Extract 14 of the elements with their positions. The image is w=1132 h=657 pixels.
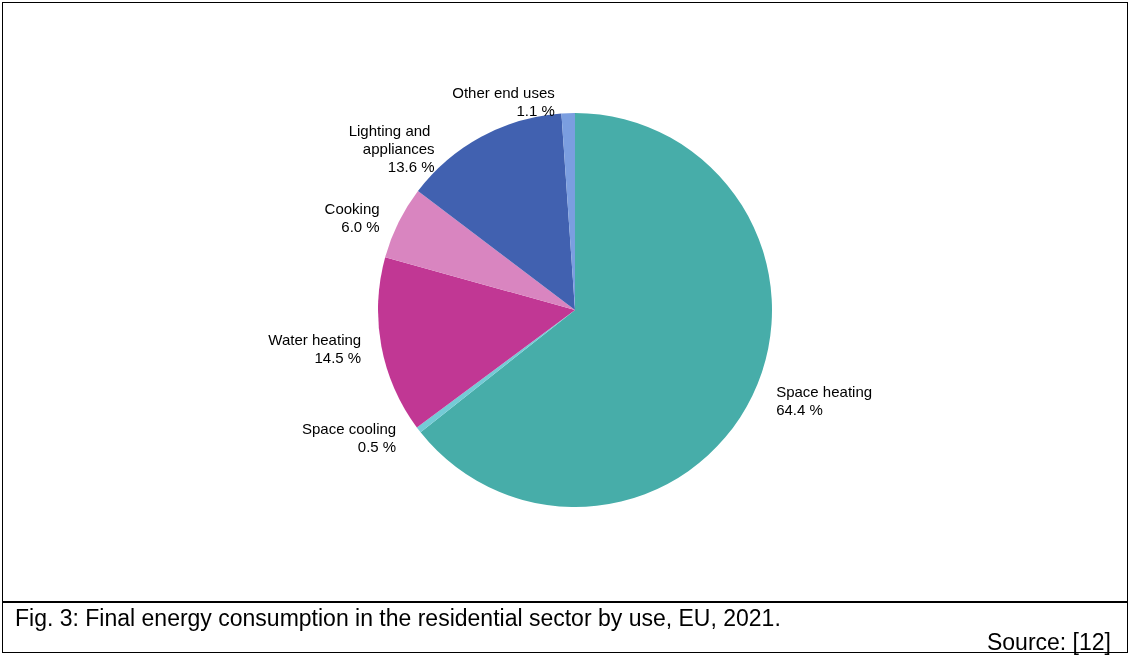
data-label: 13.6 % <box>387 157 435 175</box>
data-label: 0.5 % <box>357 437 397 455</box>
slice-label: Space heating <box>776 383 873 401</box>
source-note: Source: [12] <box>986 629 1111 656</box>
data-label: 6.0 % <box>341 217 380 235</box>
slice-label: Other end uses <box>452 83 555 101</box>
text: Fig. 3: Final energy consumption in the residential sector by use, EU, 2021. <box>15 605 781 632</box>
slice-label: Cooking <box>324 199 380 217</box>
slice-label: Space cooling <box>301 419 397 437</box>
slice-label: Water heating <box>268 330 362 348</box>
data-label: 64.4 % <box>776 401 823 419</box>
data-label: 14.5 % <box>314 348 362 366</box>
data-label: 1.1 % <box>516 101 555 119</box>
slice-label: Lighting and appliances <box>348 121 435 157</box>
